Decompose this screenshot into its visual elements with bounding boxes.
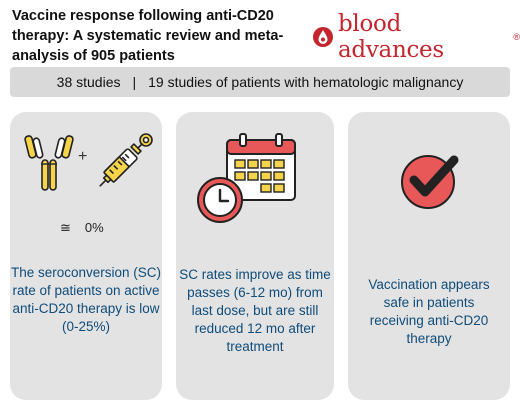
study-summary-banner: 38 studies | 19 studies of patients with… — [10, 67, 510, 97]
logo-registered-mark: ® — [513, 32, 520, 42]
banner-hematologic-studies: 19 studies of patients with hematologic … — [148, 74, 464, 90]
banner-separator: | — [132, 74, 137, 90]
calendar-icon — [226, 133, 296, 201]
panel-safety-text: Vaccination appears safe in patients rec… — [368, 277, 490, 346]
journal-logo: blood advances ® — [312, 11, 520, 63]
check-circle-icon — [401, 155, 459, 209]
seroconversion-estimate: ≅ 0% — [60, 220, 104, 236]
figure-title: Vaccine response following anti-CD20 the… — [12, 8, 284, 64]
clock-icon — [197, 177, 243, 223]
panel-time-since-dose: SC rates improve as time passes (6-12 mo… — [176, 112, 334, 400]
panel-safety: Vaccination appears safe in patients rec… — [348, 112, 510, 400]
plus-sign: + — [78, 148, 88, 165]
syringe-icon — [99, 133, 153, 187]
antibody-icon — [24, 135, 74, 191]
logo-text: blood advances — [338, 11, 444, 63]
panel-seroconversion: + ≅ 0% The seroconversion (SC) rate of pa… — [10, 112, 162, 400]
banner-studies-count: 38 studies — [56, 74, 121, 90]
approx-symbol: ≅ — [60, 220, 71, 235]
blood-drop-logo-icon — [313, 27, 333, 47]
approx-value: 0% — [84, 220, 104, 235]
panel-seroconversion-text: The seroconversion (SC) rate of patients… — [10, 265, 162, 334]
panel-time-since-dose-text: SC rates improve as time passes (6-12 mo… — [179, 267, 331, 354]
